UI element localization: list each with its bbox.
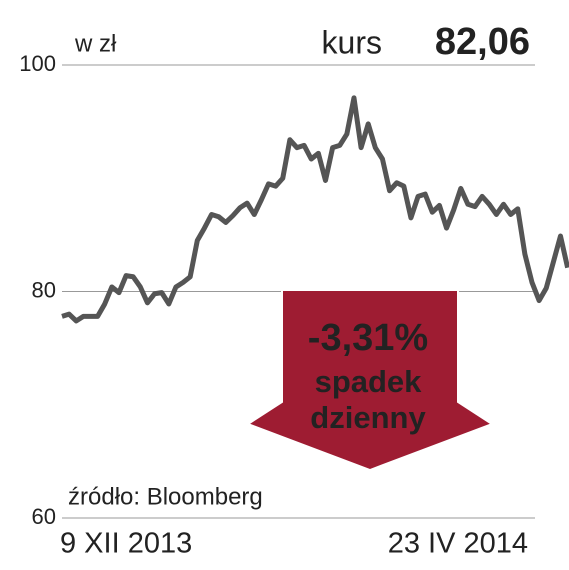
callout-line2: dzienny: [310, 400, 426, 435]
y-tick-label: 60: [32, 504, 56, 529]
y-tick-label: 80: [32, 277, 56, 302]
callout-arrow: [245, 289, 495, 472]
unit-label: w zł: [74, 30, 117, 57]
price-line: [61, 95, 569, 324]
price-label: kurs: [322, 24, 382, 60]
callout-change: -3,31%: [308, 317, 428, 359]
x-tick-label: 23 IV 2014: [388, 528, 528, 560]
price-value: 82,06: [435, 21, 530, 63]
callout-line1: spadek: [315, 364, 423, 399]
source: źródło: Bloomberg: [68, 483, 263, 510]
x-tick-label: 9 XII 2013: [60, 528, 192, 560]
y-tick-label: 100: [19, 51, 56, 76]
